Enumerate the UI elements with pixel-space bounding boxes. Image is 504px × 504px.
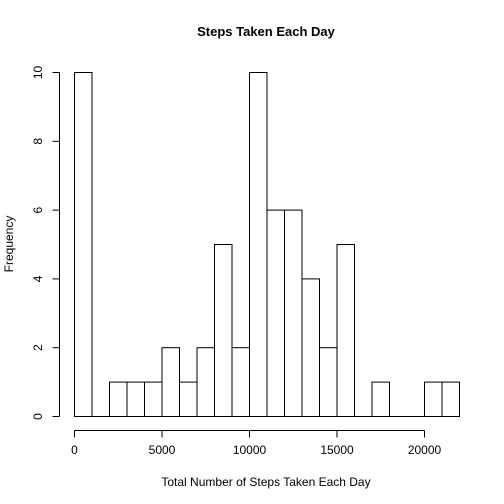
y-tick-label: 4 <box>31 275 45 282</box>
x-axis: 0 5000 10000 15000 20000 <box>71 430 442 457</box>
histogram-bar <box>74 72 93 417</box>
y-tick-label: 0 <box>31 413 45 420</box>
x-tick-label: 10000 <box>233 443 267 457</box>
histogram-bar <box>319 347 338 418</box>
x-tick-label: 20000 <box>408 443 442 457</box>
histogram-bar <box>126 381 145 418</box>
x-tick-label: 5000 <box>149 443 176 457</box>
histogram-bars <box>74 72 460 418</box>
histogram-bar <box>336 244 355 417</box>
histogram-bar <box>214 244 233 417</box>
y-tick-label: 2 <box>31 344 45 351</box>
y-tick-label: 10 <box>31 66 45 80</box>
x-axis-label: Total Number of Steps Taken Each Day <box>161 475 370 489</box>
histogram-bar <box>161 347 180 418</box>
histogram-bar <box>109 381 128 418</box>
histogram-bar <box>301 278 320 417</box>
histogram-bar <box>196 347 215 418</box>
histogram-bar <box>231 347 250 418</box>
histogram-bar <box>179 381 198 418</box>
chart-title: Steps Taken Each Day <box>197 24 336 39</box>
x-tick-label: 0 <box>71 443 78 457</box>
y-axis: 0 2 4 6 8 10 <box>31 66 60 420</box>
x-tick-label: 15000 <box>320 443 354 457</box>
histogram-bar <box>424 381 443 418</box>
histogram-bar <box>266 209 285 417</box>
histogram-bar <box>441 381 460 418</box>
histogram-bar <box>371 381 390 418</box>
y-tick-label: 8 <box>31 138 45 145</box>
histogram-bar <box>144 381 163 418</box>
histogram-bar <box>284 209 303 417</box>
histogram-bar <box>249 72 268 417</box>
y-axis-label: Frequency <box>2 216 16 273</box>
y-tick-label: 6 <box>31 206 45 213</box>
